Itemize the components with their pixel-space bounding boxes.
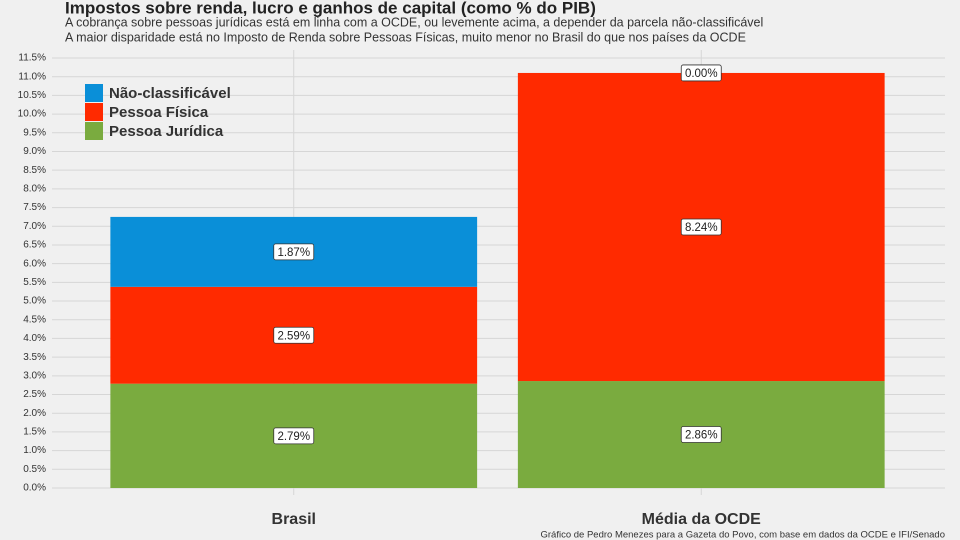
value-label-box [273,243,315,261]
y-tick-label: 0.0% [23,483,46,494]
y-tick-label: 1.0% [23,445,46,456]
y-tick-label: 4.5% [23,314,46,325]
value-label: 2.86% [685,430,718,442]
x-tick-label: Brasil [272,511,316,528]
y-tick-label: 8.5% [23,165,46,176]
value-label: 1.87% [277,247,310,259]
legend-swatch [85,122,103,140]
y-tick-label: 7.0% [23,221,46,232]
y-tick-label: 3.5% [23,352,46,363]
y-tick-label: 2.5% [23,389,46,400]
y-tick-label: 5.0% [23,296,46,307]
y-tick-label: 5.5% [23,277,46,288]
y-tick-label: 4.0% [23,333,46,344]
value-label-box [680,64,722,82]
value-label-box [273,427,315,445]
legend-swatch [85,84,103,102]
y-tick-label: 3.0% [23,370,46,381]
value-label-box [680,426,722,443]
y-tick-label: 10.5% [18,90,46,101]
y-tick-label: 6.5% [23,240,46,251]
value-label: 2.79% [277,431,310,443]
subtitle: A cobrança sobre pessoas jurídicas está … [65,15,763,29]
y-tick-label: 0.5% [23,464,46,475]
y-tick-label: 7.5% [23,202,46,213]
y-tick-label: 8.0% [23,184,46,195]
y-tick-label: 9.5% [23,127,46,138]
y-tick-label: 10.0% [18,109,46,120]
legend-label: Pessoa Física [109,104,209,121]
x-tick-label: Média da OCDE [642,511,761,528]
y-tick-label: 1.5% [23,427,46,438]
subtitle: A maior disparidade está no Imposto de R… [65,30,746,44]
y-tick-label: 6.0% [23,258,46,269]
y-tick-label: 11.0% [18,71,46,82]
value-label-box [273,326,315,344]
legend-label: Não-classificável [109,85,231,102]
y-tick-label: 2.0% [23,408,46,419]
y-tick-label: 9.0% [23,146,46,157]
y-tick-label: 11.5% [18,53,46,64]
value-label: 8.24% [685,222,718,234]
value-label-box [680,218,722,236]
value-label: 2.59% [277,330,310,342]
caption: Gráfico de Pedro Menezes para a Gazeta d… [540,530,945,540]
chart-title: Impostos sobre renda, lucro e ganhos de … [65,0,596,17]
legend-swatch [85,103,103,121]
value-label: 0.00% [685,68,718,80]
legend-label: Pessoa Jurídica [109,123,224,140]
